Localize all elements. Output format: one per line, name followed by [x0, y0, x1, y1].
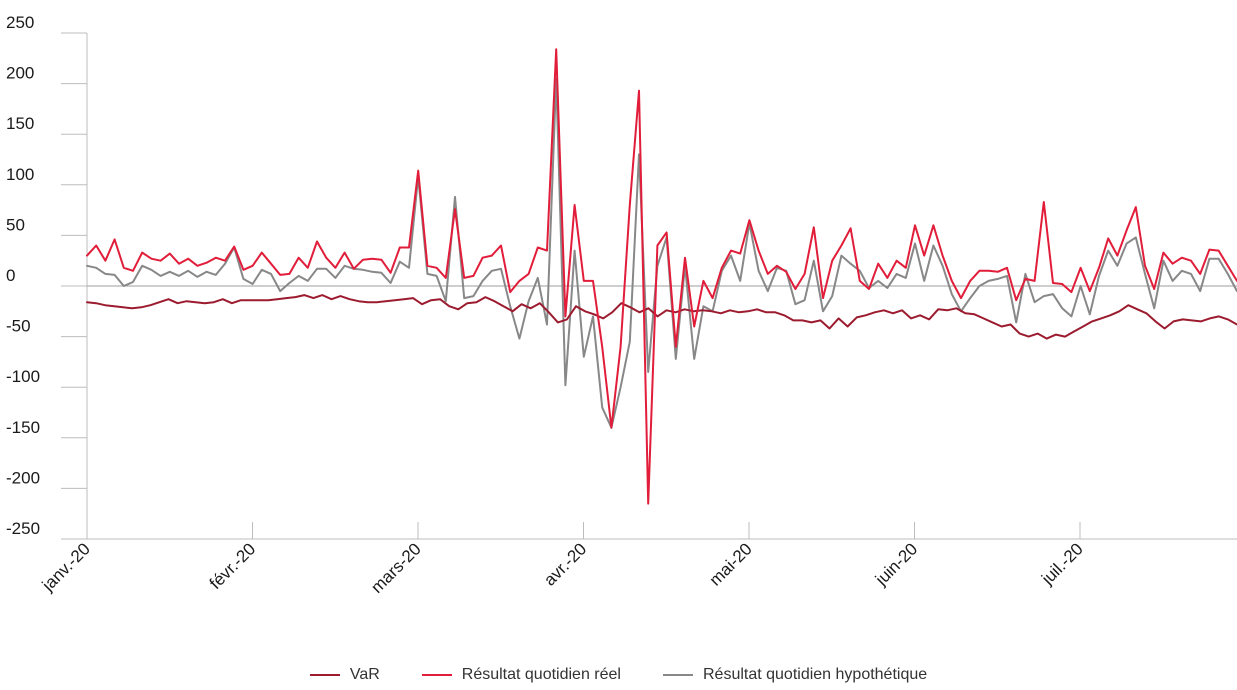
y-tick-label: -50: [6, 317, 31, 336]
legend-item-var: VaR: [309, 666, 380, 684]
legend: VaR Résultat quotidien réel Résultat quo…: [0, 666, 1237, 684]
line-chart: 250 200 150 100 50 0 -50 -100 -150 -200 -250 janv.…: [6, 13, 1237, 597]
y-tick-label: 0: [6, 266, 15, 285]
x-tick-label: janv.-20: [38, 539, 94, 595]
series-line-reel: [86, 48, 1237, 505]
legend-swatch-var: [309, 674, 340, 676]
x-tick-label: févr.-20: [206, 539, 260, 593]
x-tick-label: juin-20: [871, 539, 921, 589]
legend-swatch-hypothetique: [662, 674, 693, 676]
x-tick-label: juil.-20: [1037, 539, 1087, 589]
legend-label-reel: Résultat quotidien réel: [461, 666, 621, 683]
x-tick-label: avr.-20: [540, 539, 590, 589]
legend-item-hypothetique: Résultat quotidien hypothétique: [662, 666, 928, 684]
legend-label-hypothetique: Résultat quotidien hypothétique: [702, 666, 928, 683]
legend-swatch-reel: [421, 674, 452, 676]
y-tick-label: 50: [6, 215, 25, 234]
y-tick-label: -200: [6, 468, 40, 487]
series-line-var: [86, 294, 1237, 340]
y-tick-label: 200: [6, 64, 34, 83]
x-axis: janv.-20 févr.-20 mars-20 avr.-20 mai-20 juin…: [38, 285, 1237, 597]
x-tick-label: mai-20: [706, 539, 756, 589]
y-tick-label: 150: [6, 114, 34, 133]
legend-label-var: VaR: [349, 666, 380, 683]
y-tick-label: -100: [6, 367, 40, 386]
series-layer: [86, 48, 1237, 505]
y-tick-label: -150: [6, 418, 40, 437]
x-tick-label: mars-20: [367, 539, 425, 597]
y-axis: 250 200 150 100 50 0 -50 -100 -150 -200 -250: [6, 13, 88, 540]
y-tick-label: -250: [6, 519, 40, 538]
y-tick-label: 250: [6, 13, 34, 32]
legend-item-reel: Résultat quotidien réel: [421, 666, 621, 684]
series-line-hypothetique: [86, 77, 1237, 429]
y-tick-label: 100: [6, 165, 34, 184]
